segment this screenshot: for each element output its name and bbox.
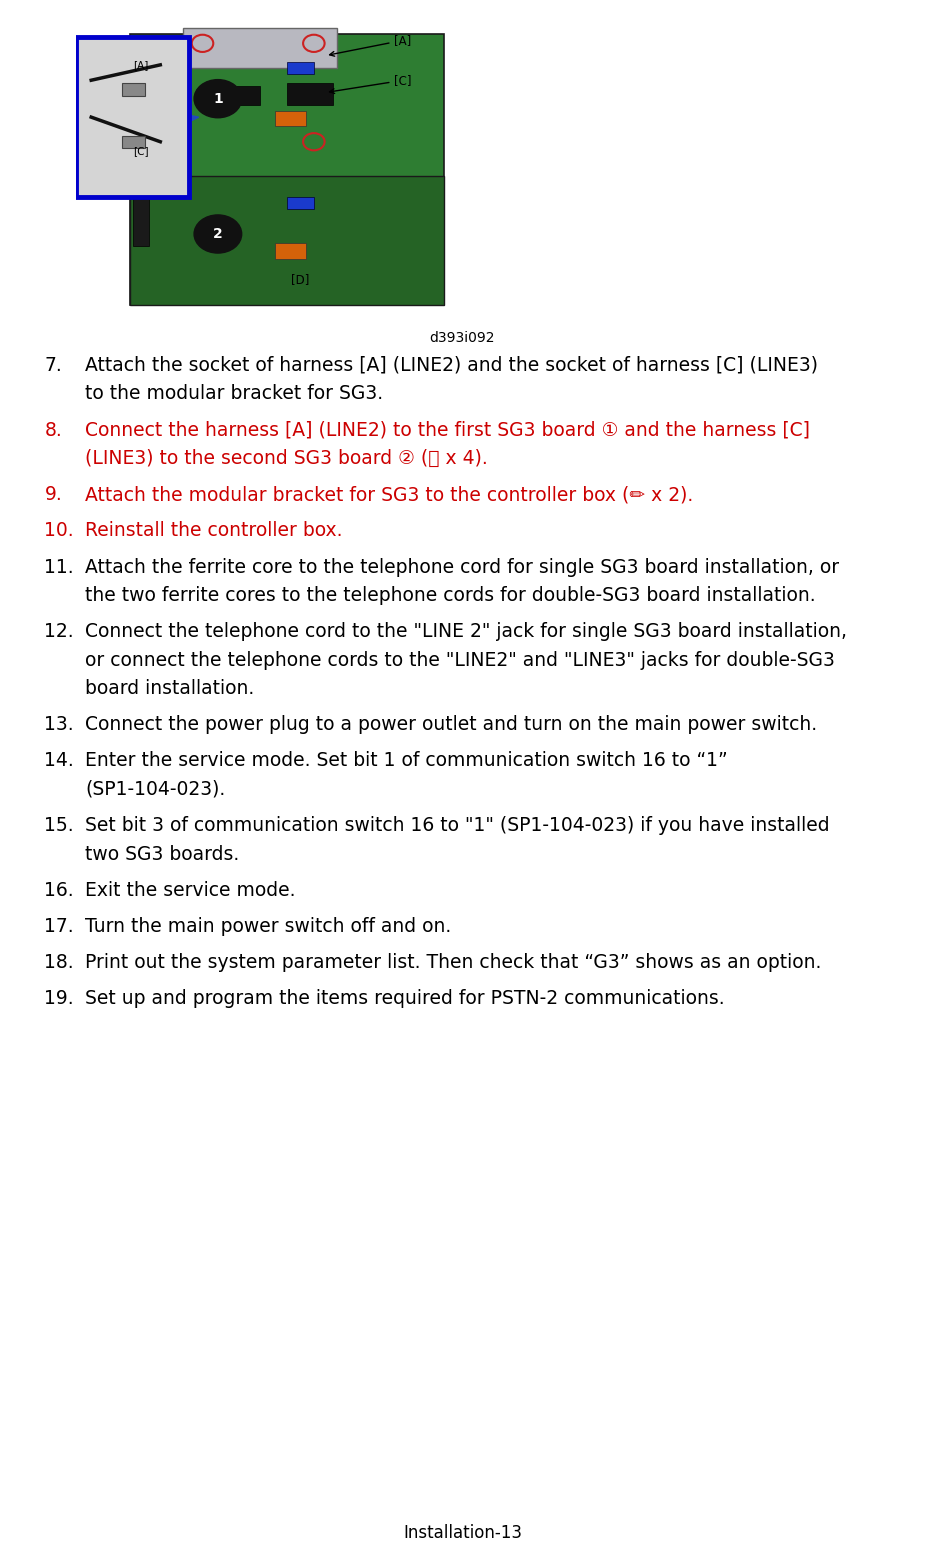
Bar [133,190,149,247]
Bar [76,37,189,197]
Text: 14.: 14. [44,751,74,771]
Bar [287,197,314,209]
Text: Reinstall the controller box.: Reinstall the controller box. [85,521,342,540]
Text: [C]: [C] [329,73,412,94]
Text: 15.: 15. [44,816,74,835]
Text: Connect the power plug to a power outlet and turn on the main power switch.: Connect the power plug to a power outlet… [85,715,817,734]
Text: 17.: 17. [44,916,74,937]
Text: two SG3 boards.: two SG3 boards. [85,845,240,863]
Bar [183,28,337,69]
Text: 12.: 12. [44,623,74,642]
Text: Installation-13: Installation-13 [403,1524,522,1542]
Text: Connect the telephone cord to the "LINE 2" jack for single SG3 board installatio: Connect the telephone cord to the "LINE … [85,623,847,642]
Text: 10.: 10. [44,521,74,540]
Bar [130,175,444,304]
Text: board installation.: board installation. [85,679,254,698]
Text: Turn the main power switch off and on.: Turn the main power switch off and on. [85,916,451,937]
Text: 18.: 18. [44,954,74,973]
Bar [130,34,444,304]
Circle shape [194,80,241,117]
Text: Exit the service mode.: Exit the service mode. [85,880,296,899]
Text: Attach the ferrite core to the telephone cord for single SG3 board installation,: Attach the ferrite core to the telephone… [85,557,839,576]
Text: 1: 1 [213,92,223,106]
Text: Print out the system parameter list. Then check that “G3” shows as an option.: Print out the system parameter list. The… [85,954,821,973]
Text: 16.: 16. [44,880,74,899]
Text: [D]: [D] [290,273,309,286]
Text: Set up and program the items required for PSTN-2 communications.: Set up and program the items required fo… [85,990,724,1008]
Text: 19.: 19. [44,990,74,1008]
Bar [287,62,314,73]
Circle shape [194,215,241,253]
Text: d393i092: d393i092 [430,331,495,345]
Text: [C]: [C] [133,147,149,156]
Bar [122,83,145,95]
Bar [122,136,145,148]
Text: [A]: [A] [329,34,412,56]
Text: 8.: 8. [44,420,62,440]
Text: Attach the socket of harness [A] (LINE2) and the socket of harness [C] (LINE3): Attach the socket of harness [A] (LINE2)… [85,356,818,375]
Text: Enter the service mode. Set bit 1 of communication switch 16 to “1”: Enter the service mode. Set bit 1 of com… [85,751,728,771]
Text: or connect the telephone cords to the "LINE2" and "LINE3" jacks for double-SG3: or connect the telephone cords to the "L… [85,651,835,670]
Bar [222,86,260,105]
Text: (LINE3) to the second SG3 board ② (⎙ x 4).: (LINE3) to the second SG3 board ② (⎙ x 4… [85,450,487,468]
Text: the two ferrite cores to the telephone cords for double-SG3 board installation.: the two ferrite cores to the telephone c… [85,585,816,606]
Bar [276,111,306,126]
Bar [287,83,333,105]
Text: to the modular bracket for SG3.: to the modular bracket for SG3. [85,384,383,403]
Text: [A]: [A] [133,59,149,70]
Text: Attach the modular bracket for SG3 to the controller box (✏ x 2).: Attach the modular bracket for SG3 to th… [85,485,694,504]
Text: 13.: 13. [44,715,74,734]
Text: Connect the harness [A] (LINE2) to the first SG3 board ① and the harness [C]: Connect the harness [A] (LINE2) to the f… [85,420,810,440]
Text: 7.: 7. [44,356,62,375]
Polygon shape [122,101,199,136]
Text: Set bit 3 of communication switch 16 to "1" (SP1-104-023) if you have installed: Set bit 3 of communication switch 16 to … [85,816,830,835]
Text: 2: 2 [213,226,223,240]
Text: 11.: 11. [44,557,74,576]
Text: 9.: 9. [44,485,62,504]
Text: (SP1-104-023).: (SP1-104-023). [85,780,226,799]
Bar [133,62,149,117]
Bar [276,244,306,259]
